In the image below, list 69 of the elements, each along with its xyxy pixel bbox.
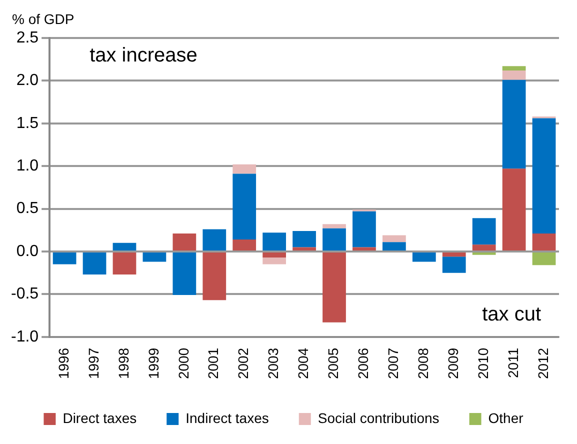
bar xyxy=(142,252,166,262)
x-tick-label: 2005 xyxy=(325,348,342,380)
legend-label: Indirect taxes xyxy=(186,410,269,426)
x-tick-label: 1997 xyxy=(85,348,102,380)
bar xyxy=(232,240,256,250)
bar xyxy=(412,252,436,262)
bar xyxy=(172,234,196,250)
x-tick-label: 2001 xyxy=(205,348,222,380)
bar xyxy=(202,229,226,250)
bar xyxy=(322,224,346,228)
y-tick-label: -1.0 xyxy=(10,328,39,346)
x-tick-label: 2011 xyxy=(504,348,521,378)
x-tick-label: 2004 xyxy=(295,348,312,380)
bar xyxy=(532,252,556,266)
bar xyxy=(292,230,316,248)
bar xyxy=(262,257,286,264)
bar xyxy=(502,168,526,250)
y-tick-label: -0.5 xyxy=(10,286,39,303)
bar xyxy=(502,70,526,80)
x-tick-label: 2008 xyxy=(415,348,432,380)
bar xyxy=(532,234,556,250)
annotation: tax cut xyxy=(482,303,542,326)
x-tick-label: 2010 xyxy=(474,348,491,380)
y-axis-title: % of GDP xyxy=(12,10,74,27)
bar xyxy=(382,235,406,242)
x-tick-label: 1998 xyxy=(115,348,132,380)
bar xyxy=(262,252,286,258)
bar xyxy=(352,247,376,250)
y-tick-label: 2.0 xyxy=(16,72,39,90)
bar xyxy=(202,252,226,300)
bar xyxy=(442,256,466,273)
bar xyxy=(232,174,256,240)
legend-label: Direct taxes xyxy=(62,410,137,426)
bar xyxy=(112,252,136,275)
bar xyxy=(112,242,136,250)
bar xyxy=(52,252,76,264)
bar xyxy=(82,252,106,275)
bar xyxy=(292,247,316,250)
x-tick-label: 1996 xyxy=(55,348,72,380)
x-tick-label: 1999 xyxy=(145,348,162,380)
x-tick-label: 2000 xyxy=(175,348,192,380)
legend-label: Social contributions xyxy=(318,410,440,426)
bar xyxy=(472,218,496,245)
bar xyxy=(322,252,346,322)
y-tick-label: 1.0 xyxy=(16,157,39,174)
annotation: tax increase xyxy=(90,44,198,67)
bar xyxy=(442,252,466,257)
x-tick-label: 2009 xyxy=(444,348,461,380)
y-tick-label: 0.5 xyxy=(16,200,39,218)
bar xyxy=(262,232,286,250)
bar xyxy=(502,66,526,70)
bar xyxy=(472,252,496,255)
bar xyxy=(532,118,556,234)
bar xyxy=(352,211,376,248)
x-tick-label: 2006 xyxy=(355,348,372,380)
bar xyxy=(172,252,196,296)
x-tick-label: 2012 xyxy=(534,348,551,380)
bar xyxy=(232,164,256,174)
bar xyxy=(472,244,496,250)
x-tick-label: 2007 xyxy=(385,348,402,380)
y-tick-label: 2.5 xyxy=(16,29,39,46)
y-tick-label: 1.5 xyxy=(16,114,39,132)
legend-label: Other xyxy=(488,410,524,426)
y-tick-label: 0.0 xyxy=(16,242,39,260)
bar xyxy=(502,80,526,169)
bar xyxy=(322,228,346,250)
bar xyxy=(382,242,406,250)
x-tick-label: 2002 xyxy=(235,348,252,380)
x-tick-label: 2003 xyxy=(265,348,282,380)
